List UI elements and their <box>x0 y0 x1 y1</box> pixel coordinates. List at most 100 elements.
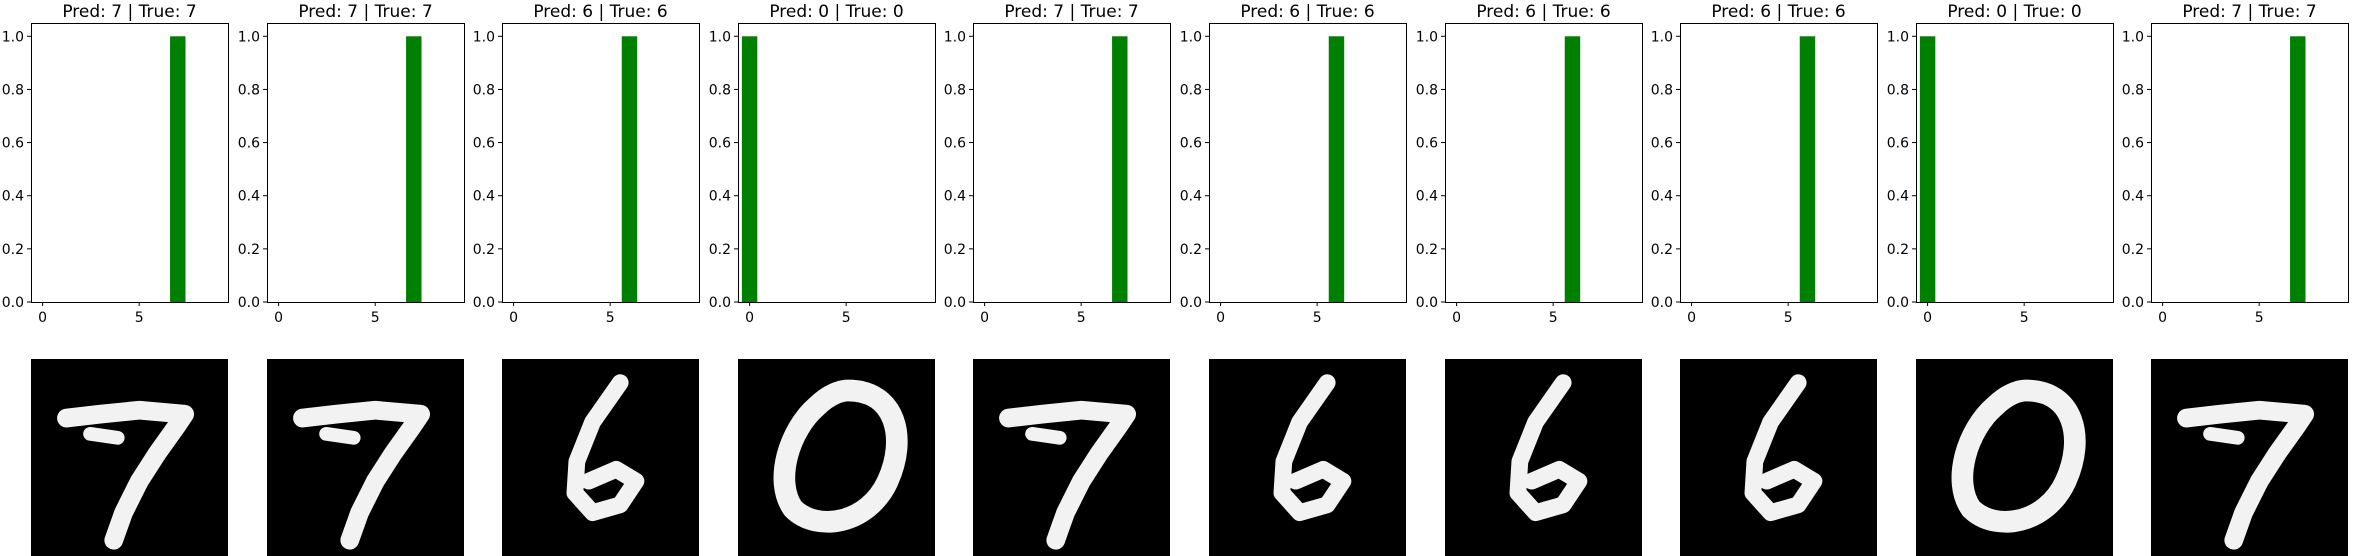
y-tick-label: 1.0 <box>1651 29 1673 45</box>
y-tick-label: 1.0 <box>1416 29 1438 45</box>
bar-class-6 <box>1799 36 1816 303</box>
bar-class-7 <box>2290 36 2306 303</box>
y-tick-label: 0.4 <box>944 189 966 205</box>
y-tick-label: 1.0 <box>1887 29 1909 45</box>
y-tick-label: 0.0 <box>944 295 966 311</box>
x-tick-label: 5 <box>371 310 380 326</box>
x-tick-label: 5 <box>606 310 615 326</box>
x-tick-label: 0 <box>1923 310 1932 326</box>
digit-image <box>267 359 464 556</box>
chart-title: Pred: 7 | True: 7 <box>2182 2 2316 22</box>
y-tick-label: 0.4 <box>1651 189 1673 205</box>
y-tick-label: 1.0 <box>473 29 495 45</box>
y-tick-label: 0.2 <box>1887 242 1909 258</box>
y-tick-label: 0.6 <box>2122 136 2144 152</box>
x-tick-label: 0 <box>1452 310 1461 326</box>
chart-title: Pred: 6 | True: 6 <box>1476 2 1610 22</box>
digit-image <box>973 359 1170 556</box>
panel-4: Pred: 0 | True: 0 0.0 0.2 0.4 0.6 0.8 1.0 0 5 <box>709 2 936 326</box>
panel-2: Pred: 7 | True: 7 0.0 0.2 0.4 0.6 0.8 1.0 0 5 <box>238 2 465 326</box>
y-tick-label: 0.2 <box>2 242 24 258</box>
chart-title: Pred: 0 | True: 0 <box>769 2 903 22</box>
y-tick-label: 0.0 <box>1887 295 1909 311</box>
axes-frame <box>1680 23 1878 303</box>
chart-title: Pred: 7 | True: 7 <box>1004 2 1138 22</box>
digit-stroke <box>319 426 361 445</box>
digit-stroke <box>773 379 908 533</box>
y-tick-label: 0.0 <box>2 295 24 311</box>
bar-class-0 <box>741 36 758 303</box>
x-tick-label: 5 <box>135 310 144 326</box>
y-tick-label: 0.2 <box>473 242 495 258</box>
y-tick-label: 0.4 <box>1887 189 1909 205</box>
digit-image-background <box>973 359 1170 556</box>
y-tick-label: 0.2 <box>944 242 966 258</box>
panel-5: Pred: 7 | True: 7 0.0 0.2 0.4 0.6 0.8 1.0 0 5 <box>944 2 1171 326</box>
chart-title: Pred: 7 | True: 7 <box>298 2 432 22</box>
digit-image <box>738 359 935 556</box>
axes-frame <box>973 23 1171 303</box>
x-tick-label: 0 <box>509 310 518 326</box>
panel-9: Pred: 0 | True: 0 0.0 0.2 0.4 0.6 0.8 1.0 0 5 <box>1887 2 2114 326</box>
digit-stroke <box>1951 379 2086 533</box>
bar-class-6 <box>1564 36 1581 303</box>
digit-image <box>1680 359 1877 556</box>
y-tick-label: 0.0 <box>709 295 731 311</box>
y-tick-label: 0.6 <box>238 136 260 152</box>
digit-image <box>502 359 699 556</box>
y-tick-label: 1.0 <box>1180 29 1202 45</box>
y-tick-label: 0.8 <box>944 82 966 98</box>
y-tick-label: 0.6 <box>2 136 24 152</box>
axes-frame <box>1916 23 2114 303</box>
digit-image <box>31 359 228 556</box>
digit-image-background <box>502 359 699 556</box>
x-tick-label: 5 <box>1549 310 1558 326</box>
y-tick-label: 1.0 <box>709 29 731 45</box>
x-tick-label: 0 <box>980 310 989 326</box>
y-tick-label: 0.4 <box>473 189 495 205</box>
panel-7: Pred: 6 | True: 6 0.0 0.2 0.4 0.6 0.8 1.0 0 5 <box>1416 2 1643 326</box>
y-tick-label: 0.0 <box>238 295 260 311</box>
axes-frame <box>738 23 936 303</box>
y-tick-label: 0.4 <box>2 189 24 205</box>
digit-image-background <box>1445 359 1642 556</box>
x-tick-label: 0 <box>2158 310 2167 326</box>
y-tick-label: 0.8 <box>1651 82 1673 98</box>
y-tick-label: 1.0 <box>2 29 24 45</box>
y-tick-label: 0.6 <box>1416 136 1438 152</box>
x-tick-label: 5 <box>2020 310 2029 326</box>
chart-title: Pred: 6 | True: 6 <box>533 2 667 22</box>
y-tick-label: 1.0 <box>944 29 966 45</box>
y-tick-label: 0.2 <box>238 242 260 258</box>
y-tick-label: 0.4 <box>238 189 260 205</box>
digit-image-background <box>1209 359 1406 556</box>
y-tick-label: 0.6 <box>944 136 966 152</box>
x-tick-label: 0 <box>1687 310 1696 326</box>
chart-title: Pred: 6 | True: 6 <box>1711 2 1845 22</box>
panel-1: Pred: 7 | True: 7 0.0 0.2 0.4 0.6 0.8 1.0 0 5 <box>2 2 229 326</box>
y-tick-label: 0.0 <box>1416 295 1438 311</box>
digit-image <box>1445 359 1642 556</box>
y-tick-label: 0.2 <box>1180 242 1202 258</box>
y-tick-label: 0.8 <box>2122 82 2144 98</box>
y-tick-label: 0.6 <box>1887 136 1909 152</box>
panel-8: Pred: 6 | True: 6 0.0 0.2 0.4 0.6 0.8 1.0 0 5 <box>1651 2 1878 326</box>
axes-frame <box>267 23 465 303</box>
digit-stroke <box>2203 426 2245 445</box>
y-tick-label: 0.4 <box>1416 189 1438 205</box>
digit-stroke <box>57 400 195 550</box>
digit-stroke <box>293 400 431 550</box>
y-tick-label: 0.6 <box>1651 136 1673 152</box>
y-tick-label: 0.4 <box>709 189 731 205</box>
axes-frame <box>2151 23 2349 303</box>
axes-frame <box>31 23 229 303</box>
axes-frame <box>1209 23 1407 303</box>
y-tick-label: 0.6 <box>1180 136 1202 152</box>
bar-class-7 <box>406 36 422 303</box>
digit-image <box>1916 359 2113 556</box>
y-tick-label: 0.8 <box>473 82 495 98</box>
x-tick-label: 5 <box>1313 310 1322 326</box>
x-tick-label: 0 <box>745 310 754 326</box>
panel-6: Pred: 6 | True: 6 0.0 0.2 0.4 0.6 0.8 1.0 0 5 <box>1180 2 1407 326</box>
digit-image-background <box>1680 359 1877 556</box>
